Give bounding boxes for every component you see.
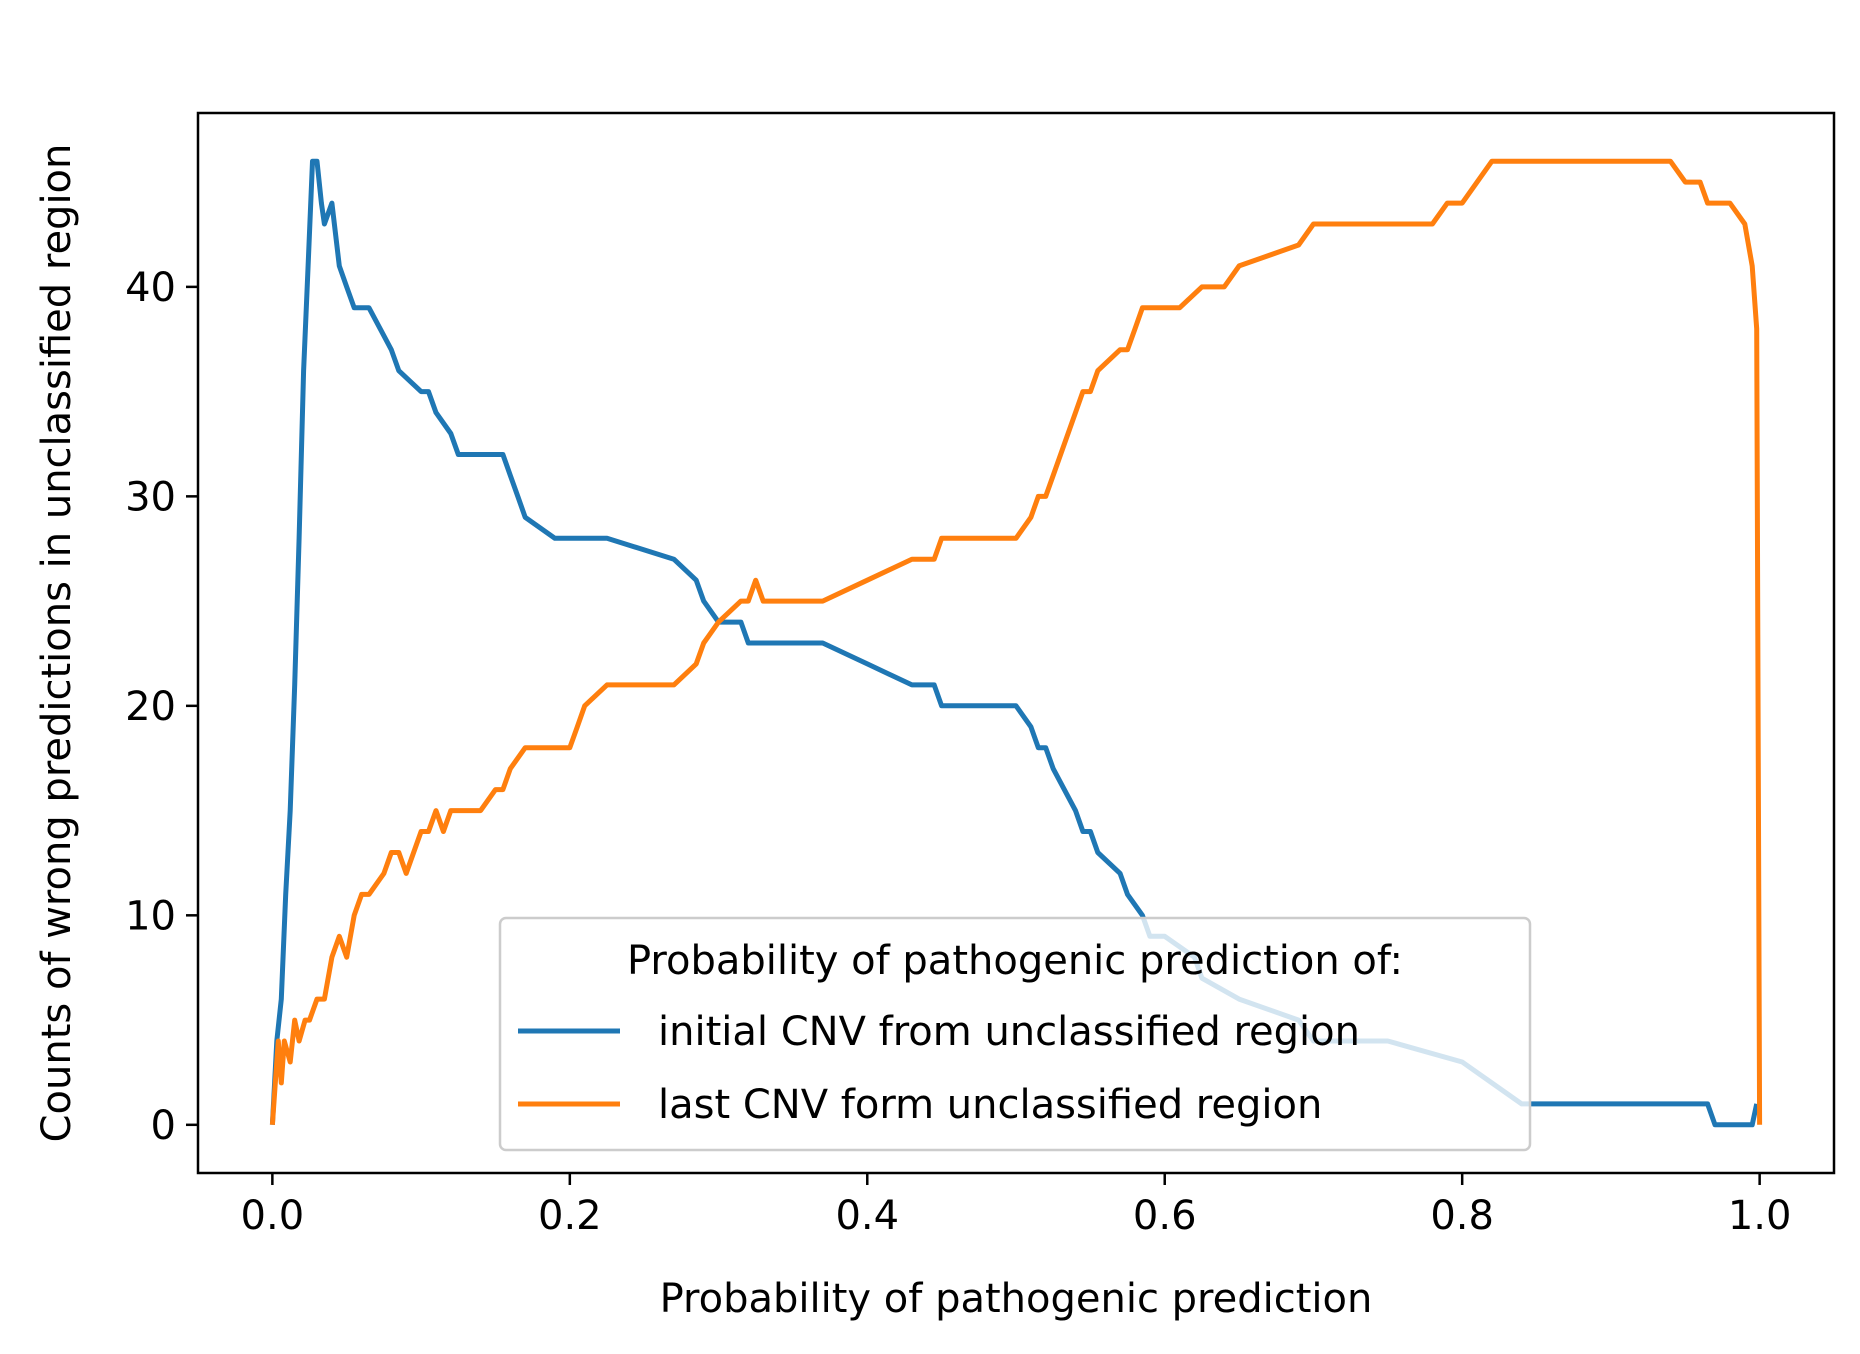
x-tick-label: 1.0 <box>1728 1193 1792 1239</box>
legend: Probability of pathogenic prediction of:… <box>498 916 1532 1152</box>
y-tick-label: 0 <box>151 1103 176 1149</box>
y-tick-label: 40 <box>125 265 176 311</box>
legend-title: Probability of pathogenic prediction of: <box>627 938 1403 984</box>
x-axis-label: Probability of pathogenic prediction <box>660 1276 1373 1322</box>
y-tick-label: 30 <box>125 474 176 520</box>
legend-box <box>498 916 1532 1152</box>
x-tick-label: 0.0 <box>241 1193 305 1239</box>
x-tick-label: 0.6 <box>1133 1193 1197 1239</box>
x-tick-label: 0.2 <box>538 1193 602 1239</box>
x-tick-label: 0.4 <box>835 1193 899 1239</box>
series-line-last <box>269 158 1763 1125</box>
y-axis-label: Counts of wrong predictions in unclassif… <box>34 144 80 1143</box>
y-tick-label: 20 <box>125 684 176 730</box>
legend-label-initial: initial CNV from unclassified region <box>658 1009 1360 1055</box>
plot-frame <box>196 111 1836 1175</box>
x-tick-label: 0.8 <box>1430 1193 1494 1239</box>
legend-label-last: last CNV form unclassified region <box>658 1082 1322 1128</box>
y-tick-label: 10 <box>125 893 176 939</box>
